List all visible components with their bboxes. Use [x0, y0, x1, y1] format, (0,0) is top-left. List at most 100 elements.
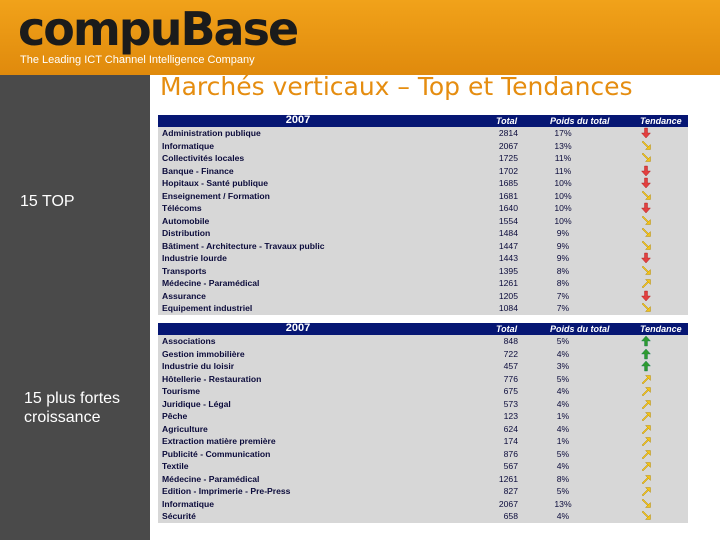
share-value: 17% — [554, 128, 572, 138]
sector-name: Transports — [162, 265, 207, 276]
share-value: 9% — [556, 228, 570, 238]
arrow-diagonal-up-icon — [640, 460, 652, 472]
arrow-diagonal-up-icon — [640, 485, 652, 497]
table-row: Pêche 123 1% — [158, 410, 688, 423]
sector-name: Industrie lourde — [162, 253, 227, 263]
label-15-top: 15 TOP — [20, 193, 75, 210]
total-value: 1261 — [498, 278, 518, 288]
table-row: Juridique - Légal 573 4% — [158, 398, 688, 411]
table-row: Informatique 2067 13% — [158, 498, 688, 511]
arrow-diagonal-up-icon — [640, 448, 652, 460]
share-value: 11% — [554, 165, 572, 176]
share-value: 10% — [554, 215, 572, 226]
total-value: 1725 — [498, 153, 518, 163]
table-row: Collectivités locales 1725 11% — [158, 152, 688, 165]
col-total: Total — [496, 116, 518, 126]
table-row: Informatique 2067 13% — [158, 140, 688, 153]
arrow-diagonal-up-icon — [640, 473, 652, 485]
sector-name: Distribution — [162, 228, 211, 238]
total-value: 573 — [503, 398, 518, 409]
arrow-diagonal-down-icon — [640, 498, 652, 510]
total-value: 827 — [503, 486, 518, 496]
table-row: Industrie du loisir 457 3% — [158, 360, 688, 373]
sector-name: Publicité - Communication — [162, 448, 271, 459]
sector-name: Informatique — [162, 140, 215, 151]
arrow-up-green-icon — [640, 360, 652, 372]
arrow-diagonal-up-icon — [640, 435, 652, 447]
total-value: 2067 — [498, 140, 518, 151]
table-row: Publicité - Communication 876 5% — [158, 448, 688, 461]
total-value: 2067 — [498, 498, 518, 509]
arrow-diagonal-down-icon — [640, 227, 652, 239]
table-row: Médecine - Paramédical 1261 8% — [158, 277, 688, 290]
sector-name: Bâtiment - Architecture - Travaux public — [162, 240, 325, 251]
share-value: 4% — [556, 461, 570, 471]
table-row: Assurance 1205 7% — [158, 290, 688, 303]
total-value: 1395 — [498, 265, 518, 276]
arrow-diagonal-down-icon — [640, 215, 652, 227]
arrow-diagonal-down-icon — [640, 510, 652, 522]
total-value: 658 — [503, 511, 518, 521]
total-value: 1702 — [498, 165, 518, 176]
label-15-growth: 15 plus fortes croissance — [24, 390, 121, 426]
sector-name: Banque - Finance — [162, 165, 234, 176]
table-row: Distribution 1484 9% — [158, 227, 688, 240]
sector-name: Industrie du loisir — [162, 361, 235, 371]
share-value: 13% — [554, 140, 572, 151]
share-value: 5% — [556, 448, 570, 459]
arrow-down-red-icon — [640, 290, 652, 302]
total-value: 2814 — [498, 128, 518, 138]
arrow-down-red-icon — [640, 252, 652, 264]
sector-name: Télécoms — [162, 203, 202, 213]
table-bottom: 2007 Total Poids du total Tendance Assoc… — [158, 322, 688, 523]
sector-name: Administration publique — [162, 128, 261, 138]
share-value: 4% — [556, 386, 570, 396]
sector-name: Juridique - Légal — [162, 398, 231, 409]
arrow-up-green-icon — [640, 348, 652, 360]
arrow-diagonal-down-icon — [640, 152, 652, 164]
total-value: 722 — [503, 348, 518, 359]
table-row: Hopitaux - Santé publique 1685 10% — [158, 177, 688, 190]
share-value: 13% — [554, 498, 572, 509]
total-value: 1640 — [498, 203, 518, 213]
table-header: 2007 Total Poids du total Tendance — [158, 114, 688, 127]
arrow-diagonal-down-icon — [640, 190, 652, 202]
sector-name: Hôtellerie - Restauration — [162, 373, 262, 384]
share-value: 10% — [554, 190, 572, 201]
share-value: 5% — [556, 486, 570, 496]
sector-name: Pêche — [162, 411, 188, 421]
arrow-down-red-icon — [640, 165, 652, 177]
sector-name: Gestion immobilière — [162, 348, 245, 359]
arrow-diagonal-up-icon — [640, 373, 652, 385]
table-row: Edition - Imprimerie - Pre-Press 827 5% — [158, 485, 688, 498]
table-row: Médecine - Paramédical 1261 8% — [158, 473, 688, 486]
year-heading: 2007 — [285, 322, 311, 334]
arrow-up-green-icon — [640, 335, 652, 347]
sector-name: Associations — [162, 336, 216, 346]
share-value: 1% — [556, 411, 570, 421]
total-value: 1205 — [498, 290, 518, 301]
total-value: 776 — [503, 373, 518, 384]
col-poids: Poids du total — [550, 324, 610, 334]
arrow-diagonal-up-icon — [640, 398, 652, 410]
table-row: Sécurité 658 4% — [158, 510, 688, 523]
table-row: Extraction matière première 174 1% — [158, 435, 688, 448]
share-value: 7% — [556, 303, 570, 313]
sector-name: Edition - Imprimerie - Pre-Press — [162, 486, 291, 496]
arrow-down-red-icon — [640, 127, 652, 139]
sidebar — [0, 75, 150, 540]
table-row: Banque - Finance 1702 11% — [158, 165, 688, 178]
compubase-logo: compuBase — [18, 2, 299, 56]
total-value: 1554 — [498, 215, 518, 226]
share-value: 9% — [556, 253, 570, 263]
sector-name: Assurance — [162, 290, 206, 301]
page-title: Marchés verticaux – Top et Tendances — [160, 72, 633, 101]
share-value: 5% — [556, 373, 570, 384]
total-value: 457 — [503, 361, 518, 371]
share-value: 10% — [554, 178, 572, 188]
total-value: 174 — [503, 436, 518, 446]
total-value: 1484 — [498, 228, 518, 238]
share-value: 10% — [554, 203, 572, 213]
table-row: Tourisme 675 4% — [158, 385, 688, 398]
table-row: Bâtiment - Architecture - Travaux public… — [158, 240, 688, 253]
